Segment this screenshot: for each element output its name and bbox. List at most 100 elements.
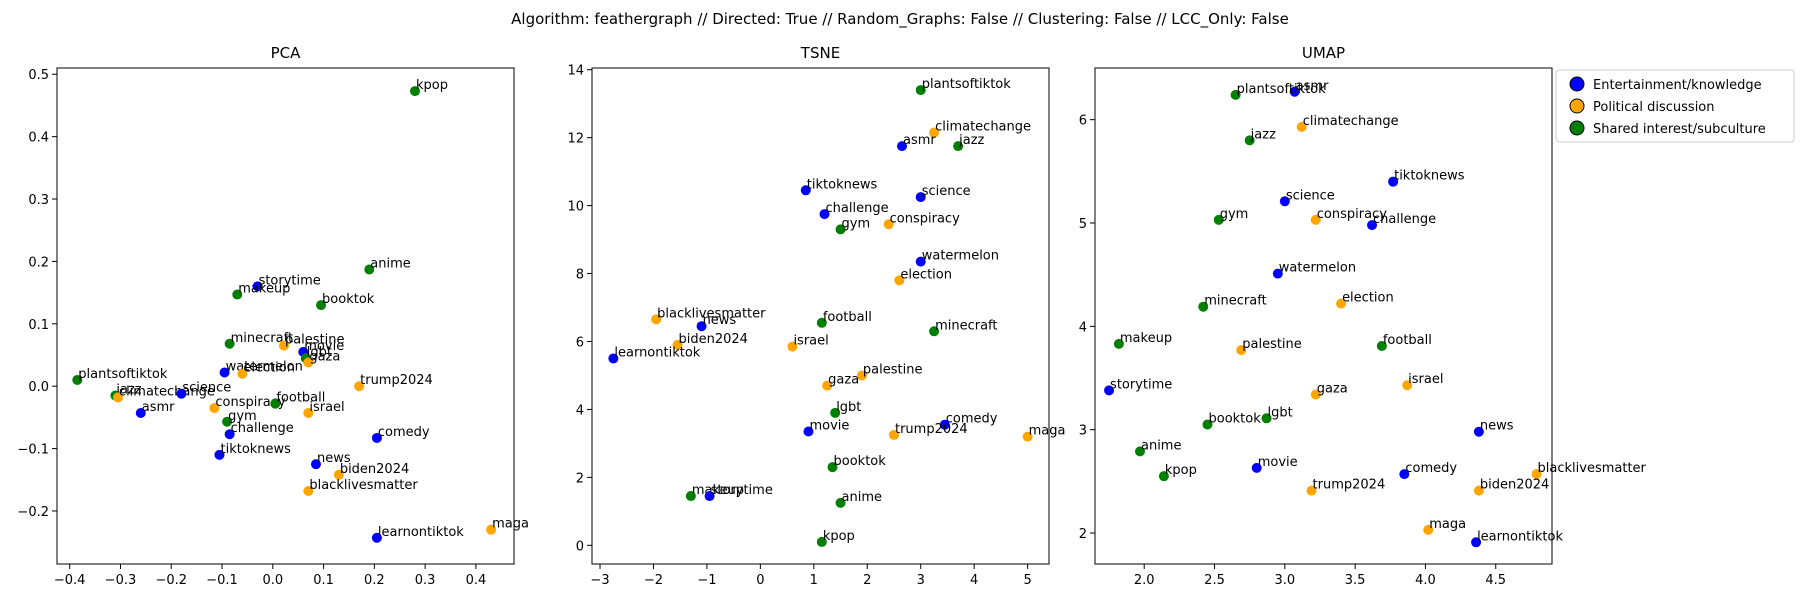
tsne-point-anime	[835, 497, 846, 508]
umap-point-climatechange	[1296, 121, 1307, 132]
pca-point-asmr	[135, 408, 146, 419]
umap-point-watermelon	[1272, 268, 1283, 279]
umap-point-label-plantsoftiktok: plantsoftiktok	[1237, 82, 1327, 97]
tsne-point-label-tiktoknews: tiktoknews	[807, 177, 878, 192]
pca-point-challenge	[224, 429, 235, 440]
pca-xtick-label: 0.4	[466, 573, 487, 588]
umap-point-makeup	[1113, 338, 1124, 349]
pca-point-label-plantsoftiktok: plantsoftiktok	[78, 367, 168, 382]
umap-point-label-jazz: jazz	[1250, 127, 1276, 142]
pca-point-label-news: news	[317, 451, 351, 466]
pca-point-label-gaza: gaza	[309, 349, 340, 364]
tsne-point-blacklivesmatter	[651, 314, 662, 325]
pca-point-label-comedy: comedy	[378, 425, 430, 440]
tsne-point-label-lgbt: lgbt	[836, 400, 861, 415]
tsne-point-label-science: science	[922, 184, 971, 199]
umap-xtick-label: 4.5	[1485, 573, 1506, 588]
umap-point-label-maga: maga	[1429, 517, 1466, 532]
tsne-point-label-comedy: comedy	[946, 412, 998, 427]
umap-title: UMAP	[1302, 44, 1345, 62]
pca-point-label-biden2024: biden2024	[340, 462, 409, 477]
umap-point-conspiracy	[1310, 214, 1321, 225]
tsne-point-label-jazz: jazz	[958, 133, 984, 148]
pca-panel: PCA −0.4 −0.3 −0.2 −0.1 0.0 0.1 0.2 0.3 0.4 −0.2 −0…	[17, 44, 529, 588]
tsne-ytick-label: 10	[567, 200, 584, 215]
umap-point-movie	[1251, 462, 1262, 473]
pca-point-anime	[364, 264, 375, 275]
umap-point-label-gaza: gaza	[1317, 382, 1348, 397]
umap-point-label-gym: gym	[1220, 207, 1249, 222]
tsne-point-label-maga: maga	[1029, 424, 1066, 439]
pca-point-label-asmr: asmr	[142, 400, 175, 415]
pca-ytick-label: 0.5	[28, 68, 49, 83]
legend: Entertainment/knowledge Political discus…	[1555, 69, 1795, 143]
tsne-point-booktok	[827, 462, 838, 473]
tsne-point-storytime	[704, 491, 715, 502]
pca-point-label-storytime: storytime	[259, 273, 321, 288]
umap-ytick-label: 3	[1079, 424, 1087, 439]
umap-point-label-learnontiktok: learnontiktok	[1477, 529, 1563, 544]
umap-point-maga	[1423, 524, 1434, 535]
pca-ytick-label: −0.1	[17, 443, 49, 458]
tsne-point-label-gaza: gaza	[828, 373, 859, 388]
pca-point-label-election: election	[243, 361, 295, 376]
umap-point-label-movie: movie	[1258, 455, 1298, 470]
umap-point-label-watermelon: watermelon	[1279, 261, 1356, 276]
umap-point-label-blacklivesmatter: blacklivesmatter	[1538, 461, 1647, 476]
tsne-point-tiktoknews	[800, 185, 811, 196]
umap-point-label-comedy: comedy	[1405, 461, 1457, 476]
tsne-ytick-label: 0	[576, 539, 584, 554]
pca-point-palestine	[278, 340, 289, 351]
umap-axes-frame	[1094, 67, 1553, 565]
umap-point-palestine	[1236, 345, 1247, 356]
tsne-ytick-label: 4	[576, 403, 584, 418]
legend-label-entertainment: Entertainment/knowledge	[1593, 78, 1762, 93]
tsne-point-learnontiktok	[608, 353, 619, 364]
umap-point-election	[1336, 298, 1347, 309]
pca-point-label-maga: maga	[492, 517, 529, 532]
umap-point-label-election: election	[1342, 291, 1394, 306]
umap-point-label-trump2024: trump2024	[1313, 478, 1386, 493]
pca-ytick-label: 0.1	[28, 318, 49, 333]
tsne-point-label-biden2024: biden2024	[679, 332, 748, 347]
tsne-panel: TSNE−3 −2 −1 0 1 2 3 4 502468101214plantsoftikto…	[567, 44, 1065, 588]
umap-point-tiktoknews	[1388, 176, 1399, 187]
umap-point-minecraft	[1198, 301, 1209, 312]
pca-point-kpop	[409, 86, 420, 97]
tsne-point-label-election: election	[900, 267, 952, 282]
tsne-point-label-plantsoftiktok: plantsoftiktok	[922, 77, 1012, 92]
pca-point-football	[270, 398, 281, 409]
umap-ytick-label: 2	[1079, 527, 1087, 542]
pca-ytick-label: −0.2	[17, 505, 49, 520]
legend-marker-1	[1569, 98, 1585, 114]
umap-point-label-asmr: asmr	[1296, 79, 1329, 94]
pca-ytick-label: 0.0	[28, 380, 49, 395]
umap-point-storytime	[1104, 385, 1115, 396]
tsne-point-gym	[835, 224, 846, 235]
legend-label-political: Political discussion	[1593, 100, 1715, 115]
pca-ytick-label: 0.4	[28, 131, 49, 146]
pca-point-news	[310, 459, 321, 470]
umap-point-label-israel: israel	[1408, 372, 1443, 387]
umap-point-science	[1279, 196, 1290, 207]
tsne-point-label-booktok: booktok	[834, 454, 887, 469]
tsne-point-science	[915, 192, 926, 203]
pca-point-label-tiktoknews: tiktoknews	[220, 442, 291, 457]
tsne-point-conspiracy	[883, 219, 894, 230]
pca-xtick-label: −0.3	[105, 573, 137, 588]
umap-panel: UMAP 2.0 2.5 3.0 3.5 4.0 4.5 2 3 4 5 6 asmrplantsoft…	[1079, 44, 1647, 588]
pca-point-label-learnontiktok: learnontiktok	[378, 525, 464, 540]
legend-marker-2	[1569, 120, 1585, 136]
tsne-point-maga	[1022, 431, 1033, 442]
tsne-point-label-trump2024: trump2024	[895, 422, 968, 437]
pca-point-label-challenge: challenge	[231, 421, 294, 436]
pca-point-comedy	[371, 432, 382, 443]
tsne-xtick-label: −3	[590, 573, 609, 588]
umap-xtick-label: 4.0	[1415, 573, 1436, 588]
tsne-point-trump2024	[888, 429, 899, 440]
umap-point-learnontiktok	[1471, 537, 1482, 548]
pca-point-science	[176, 388, 187, 399]
pca-point-minecraft	[224, 338, 235, 349]
umap-point-booktok	[1202, 419, 1213, 430]
pca-point-climatechange	[112, 392, 123, 403]
